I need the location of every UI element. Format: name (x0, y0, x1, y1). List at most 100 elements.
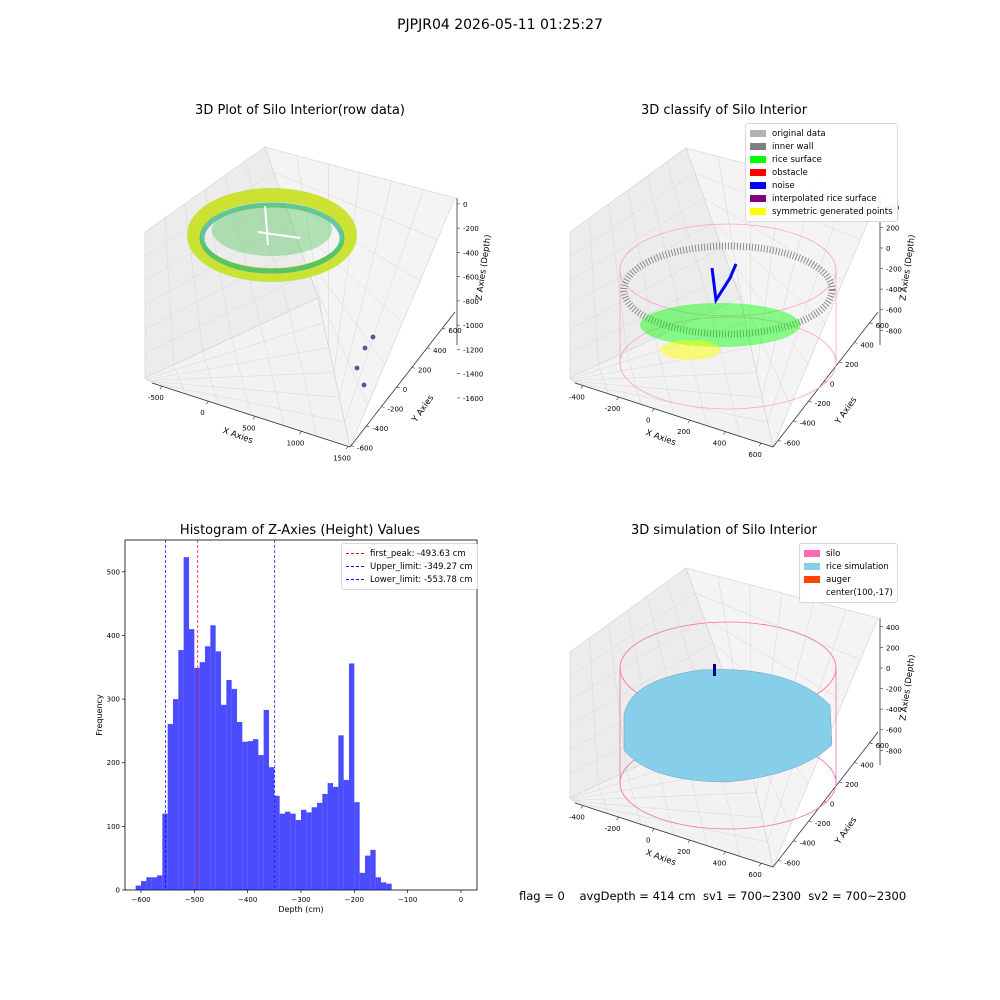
y-tick (778, 859, 782, 862)
y-tick (869, 322, 873, 325)
legend-item: inner wall (750, 140, 893, 153)
outlier-point (361, 382, 367, 388)
y-tick-label: 500 (107, 568, 120, 576)
y-tick-label: -400 (799, 420, 815, 428)
z-tick-label: -600 (886, 307, 902, 315)
status-line: flag = 0 avgDepth = 414 cm sv1 = 700~230… (519, 889, 907, 903)
histogram-bar (178, 650, 184, 890)
y-axis-label: Y Axies (833, 815, 860, 847)
x-tick (616, 396, 619, 401)
histogram-bar (146, 877, 152, 890)
y-tick-label: 400 (860, 341, 873, 349)
z-tick-label: 0 (886, 245, 890, 253)
point-cluster-center (212, 204, 332, 256)
y-tick-label: 400 (107, 632, 120, 640)
y-axis-label: Frequency (95, 694, 104, 736)
legend-item: Upper_limit: -349.27 cm (346, 560, 473, 573)
histogram-bar (157, 875, 163, 890)
x-tick-label: −600 (131, 896, 150, 904)
classify-legend: original data inner wall rice surface obsta… (745, 123, 898, 222)
histogram-bar (317, 802, 323, 890)
histogram-bar (295, 820, 301, 890)
legend-item: auger (804, 573, 893, 586)
point-streak (257, 205, 301, 246)
y-axis-label: Y Axies (833, 395, 860, 427)
z-tick-label: -1200 (463, 346, 483, 354)
legend-label: noise (772, 180, 795, 191)
legend-swatch (804, 550, 820, 557)
histogram-legend: first_peak: -493.63 cm Upper_limit: -349.… (341, 543, 478, 590)
x-axis-line (151, 382, 351, 448)
histogram-bar (322, 793, 328, 890)
legend-swatch (750, 208, 766, 215)
y-tick (778, 439, 782, 442)
grid-lines (144, 155, 438, 437)
histogram-bar (215, 651, 221, 890)
z-tick-label: -600 (886, 727, 902, 735)
y-tick-label: -600 (784, 859, 800, 867)
y-tick (839, 781, 843, 784)
y-tick-label: 200 (418, 366, 431, 374)
simulation-3d-plot: -400 -200 0 200 400 600 600 400 200 0 -200 -400 -600… (569, 567, 918, 879)
y-tick (366, 425, 370, 428)
legend-swatch (750, 130, 766, 137)
legend-item: first_peak: -493.63 cm (346, 547, 473, 560)
outlier-point (362, 345, 368, 351)
histogram-bar (327, 783, 333, 890)
histogram-bar (359, 872, 365, 890)
x-tick (299, 431, 302, 435)
histogram-bar (199, 662, 205, 890)
y-tick-label: -400 (372, 425, 388, 433)
symmetric-points (660, 340, 720, 360)
y-tick (427, 347, 431, 350)
histogram-bar (253, 739, 259, 890)
histogram-bar (226, 680, 232, 890)
legend-label: center(100,-17) (826, 587, 893, 598)
legend-swatch (346, 566, 364, 567)
x-tick (723, 431, 726, 435)
y-tick-label: 600 (448, 327, 461, 335)
legend-swatch (804, 576, 820, 583)
histogram-bar (349, 663, 355, 890)
histogram-bar (173, 699, 179, 890)
histogram-bar (285, 811, 291, 890)
y-tick (793, 420, 797, 422)
y-tick-label: 100 (107, 823, 120, 831)
y-tick-label: -200 (388, 406, 404, 414)
rice-surface-points (640, 303, 800, 347)
x-tick-label: 200 (677, 848, 690, 856)
y-tick-label: 200 (107, 759, 120, 767)
x-tick-label: -200 (605, 405, 621, 413)
legend-label: original data (772, 128, 826, 139)
histogram-bar (189, 629, 195, 890)
grid-line (569, 172, 696, 257)
x-tick-label: 0 (459, 896, 463, 904)
grid-lines (569, 156, 861, 437)
rice-surface (623, 669, 833, 783)
histogram-bar (247, 741, 253, 890)
y-tick-label: 0 (403, 386, 407, 394)
legend-item: Lower_limit: -553.78 cm (346, 573, 473, 586)
x-tick (206, 401, 209, 405)
z-tick-label: 200 (886, 644, 899, 652)
histogram-chart: −600 −500 −400 −300 −200 −100 0 0 100 200 300 400 50… (95, 539, 478, 914)
grid-line (569, 592, 696, 677)
histogram-title: Histogram of Z-Axies (Height) Values (179, 523, 421, 538)
y-tick-label: -200 (815, 400, 831, 408)
x-tick-label: 600 (748, 451, 761, 459)
y-tick-label: 600 (876, 322, 889, 330)
histogram-bar (338, 735, 344, 890)
histogram-bar (290, 813, 296, 890)
legend-label: rice surface (772, 154, 822, 165)
histogram-bar (386, 883, 392, 890)
histogram-bar (365, 855, 371, 890)
histogram-bar (151, 877, 157, 890)
z-axis-label: Z Axies (Depth) (474, 234, 493, 301)
z-tick-label: 200 (886, 224, 899, 232)
x-tick-label: -400 (569, 814, 585, 822)
z-tick-label: 400 (886, 624, 899, 632)
legend-item: original data (750, 127, 893, 140)
y-tick-label: 400 (433, 347, 446, 355)
legend-item: center(100,-17) (804, 586, 893, 599)
histogram-bar (258, 755, 264, 890)
